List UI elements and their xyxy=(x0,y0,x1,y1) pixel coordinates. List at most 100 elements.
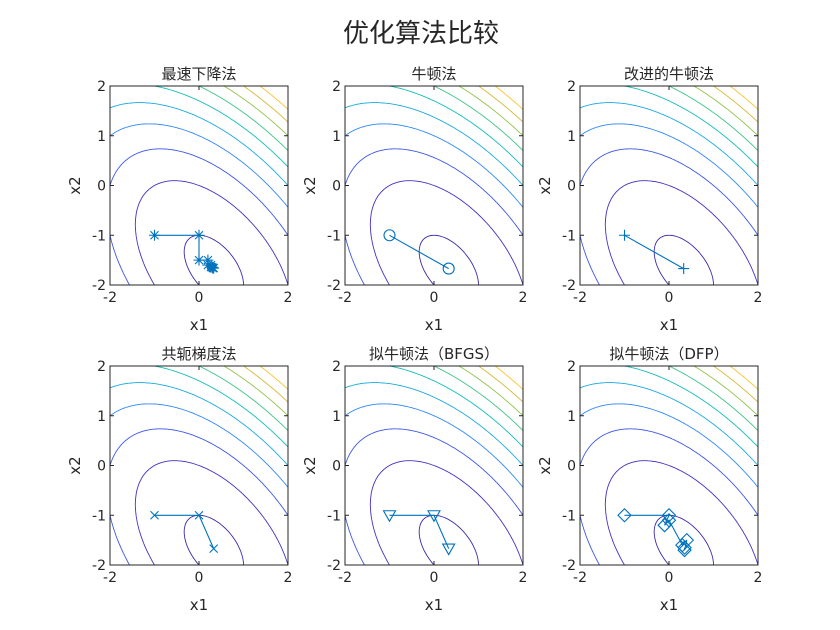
contour-line xyxy=(154,366,288,448)
subplot-title: 共轭梯度法 xyxy=(161,345,236,363)
contour-line xyxy=(110,102,288,186)
contour-line xyxy=(418,234,479,285)
x-tick-label: 2 xyxy=(754,290,763,306)
data-point xyxy=(150,510,159,520)
subplot-title: 拟牛顿法（DFP） xyxy=(609,345,728,363)
contour-line xyxy=(243,86,288,123)
x-tick-label: 2 xyxy=(519,570,528,586)
y-tick-label: -1 xyxy=(327,508,341,524)
contour-line xyxy=(154,86,288,168)
contour-line xyxy=(580,382,758,466)
contour-line xyxy=(604,460,758,565)
data-point xyxy=(661,512,677,528)
x-tick-label: -2 xyxy=(103,570,117,586)
x-tick-label: -2 xyxy=(338,290,352,306)
x-axis-label: x1 xyxy=(190,316,208,334)
data-point xyxy=(209,544,219,553)
data-point xyxy=(208,262,220,274)
x-axis-label: x1 xyxy=(660,596,678,614)
contour-line xyxy=(389,366,523,448)
data-point xyxy=(677,542,692,558)
contour-line xyxy=(478,86,523,123)
contour-lines xyxy=(345,86,523,285)
y-axis-label: x2 xyxy=(301,176,319,194)
data-point xyxy=(678,263,690,275)
contour-line xyxy=(668,366,758,431)
y-tick-label: 1 xyxy=(567,129,576,145)
contour-line xyxy=(580,148,758,285)
contour-line xyxy=(580,403,758,488)
contour-line xyxy=(433,86,523,151)
y-tick-label: -2 xyxy=(562,278,576,294)
contour-line xyxy=(580,123,758,208)
contour-lines xyxy=(580,86,758,285)
x-axis-label: x1 xyxy=(660,316,678,334)
contour-line xyxy=(494,366,523,390)
y-tick-label: 0 xyxy=(332,459,341,475)
y-tick-label: 2 xyxy=(97,359,106,375)
y-tick-label: -2 xyxy=(327,558,341,574)
data-point xyxy=(661,507,677,523)
y-tick-label: -2 xyxy=(562,558,576,574)
contour-lines xyxy=(345,366,523,565)
contour-line xyxy=(713,366,758,403)
contour-line xyxy=(183,514,244,565)
contour-line xyxy=(653,514,714,565)
y-tick-label: 1 xyxy=(332,409,341,425)
data-point xyxy=(193,229,205,241)
contour-line xyxy=(369,180,523,285)
y-axis-label: x2 xyxy=(66,456,84,474)
contour-line xyxy=(369,460,523,565)
subplot-5: -2 0 2 2 1 0 -1 -2 拟牛顿法（BFGS） x1 x2 xyxy=(301,345,527,614)
y-tick-label: -2 xyxy=(92,558,106,574)
y-tick-label: -1 xyxy=(562,228,576,244)
contour-line xyxy=(729,366,758,390)
figure-title: 优化算法比较 xyxy=(343,19,499,49)
y-tick-label: -1 xyxy=(327,228,341,244)
data-point xyxy=(679,532,695,548)
iteration-path xyxy=(389,234,449,270)
x-tick-label: -2 xyxy=(338,570,352,586)
contour-line xyxy=(345,148,523,285)
contour-line xyxy=(389,86,523,168)
y-tick-label: -2 xyxy=(92,278,106,294)
x-axis-label: x1 xyxy=(425,596,443,614)
x-tick-label: 2 xyxy=(284,570,293,586)
y-tick-label: 0 xyxy=(97,459,106,475)
contour-line xyxy=(693,366,758,417)
y-tick-label: 1 xyxy=(97,129,106,145)
x-axis-label: x1 xyxy=(425,316,443,334)
subplot-6: -2 0 2 2 1 0 -1 -2 拟牛顿法（DFP） x1 x2 xyxy=(536,345,762,614)
contour-line xyxy=(624,366,758,448)
y-tick-label: 1 xyxy=(332,129,341,145)
x-tick-label: 0 xyxy=(665,570,674,586)
subplot-3: -2 0 2 2 1 0 -1 -2 改进的牛顿法 x1 x2 xyxy=(536,65,762,334)
contour-line xyxy=(259,86,288,110)
contour-line xyxy=(345,382,523,466)
contour-lines xyxy=(110,86,288,285)
data-point xyxy=(149,229,160,241)
contour-line xyxy=(259,366,288,390)
subplot-title: 最速下降法 xyxy=(161,65,236,83)
y-tick-label: 1 xyxy=(567,409,576,425)
contour-line xyxy=(183,234,244,285)
contour-line xyxy=(110,428,288,565)
subplot-title: 拟牛顿法（BFGS） xyxy=(369,345,499,363)
contour-line xyxy=(345,428,523,565)
contour-line xyxy=(198,366,288,431)
contour-line xyxy=(110,403,288,488)
contour-line xyxy=(668,86,758,151)
contour-line xyxy=(729,86,758,110)
contour-line xyxy=(223,86,288,137)
y-tick-label: -1 xyxy=(92,508,106,524)
x-tick-label: 0 xyxy=(195,570,204,586)
y-tick-label: 2 xyxy=(332,79,341,95)
x-tick-label: 0 xyxy=(665,290,674,306)
iteration-path xyxy=(624,514,688,551)
contour-line xyxy=(713,86,758,123)
subplot-title: 牛顿法 xyxy=(411,65,456,83)
contour-line xyxy=(198,86,288,151)
contour-line xyxy=(345,123,523,208)
y-tick-label: 0 xyxy=(97,179,106,195)
